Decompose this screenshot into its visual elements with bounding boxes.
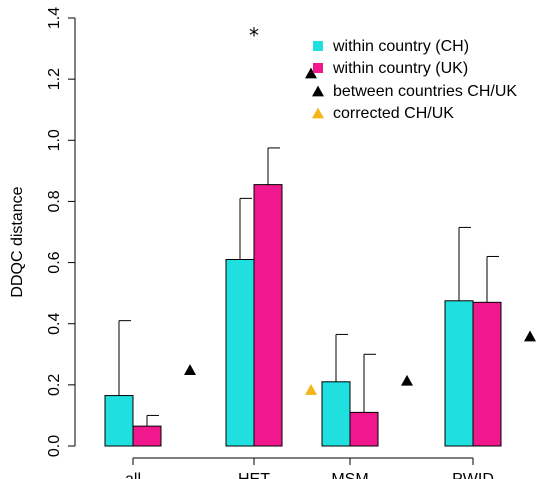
y-tick-label: 1.2 — [46, 68, 63, 90]
legend-label: within country (UK) — [332, 60, 468, 77]
marker-between-countries-ch-uk-het — [305, 67, 317, 79]
bar-within-country-ch--pwid — [444, 300, 474, 447]
marker-corrected-ch-uk-het — [305, 384, 317, 395]
bar-within-country-uk--all — [132, 425, 162, 447]
marker-between-countries-ch-uk-pwid — [524, 330, 536, 342]
x-tick-label: PWID — [452, 471, 494, 479]
bar-within-country-uk--het — [253, 184, 283, 447]
axes: 0.0 0.2 0.4 0.6 0.8 1.0 1.2 1.4 DDQC distance all… — [9, 7, 494, 479]
legend-label: within country (CH) — [332, 38, 469, 55]
bar-within-country-ch--all — [104, 395, 134, 447]
legend-swatch — [313, 41, 323, 51]
bar-within-country-ch--msm — [321, 381, 351, 447]
y-tick-label: 1.0 — [46, 129, 63, 151]
x-tick-label: all — [125, 471, 141, 479]
x-tick-label: HET — [238, 471, 270, 479]
marker-between-countries-ch-uk-all — [184, 364, 196, 375]
y-tick-label: 1.4 — [46, 7, 63, 29]
error-bars — [118, 147, 499, 427]
y-tick-label: 0.0 — [46, 435, 63, 457]
marker-between-countries-ch-uk-msm — [401, 374, 413, 386]
annotations: * — [249, 23, 259, 47]
legend-label: between countries CH/UK — [333, 83, 517, 100]
marker-points — [184, 67, 536, 395]
legend-swatch — [313, 63, 323, 73]
bar-within-country-uk--pwid — [472, 301, 502, 447]
y-tick-label: 0.2 — [46, 374, 63, 396]
legend-triangle — [312, 85, 324, 97]
y-axis-label: DDQC distance — [9, 186, 26, 297]
legend-triangle — [312, 107, 324, 119]
legend: within country (CH) within country (UK) be… — [312, 38, 517, 122]
significance-asterisk: * — [249, 23, 259, 47]
y-tick-label: 0.4 — [46, 312, 63, 334]
y-tick-label: 0.6 — [46, 251, 63, 273]
bar-within-country-uk--msm — [349, 411, 379, 447]
y-tick-label: 0.8 — [46, 190, 63, 212]
bars — [104, 184, 502, 447]
legend-label: corrected CH/UK — [333, 105, 454, 122]
x-tick-label: MSM — [331, 471, 368, 479]
bar-within-country-ch--het — [225, 259, 255, 447]
